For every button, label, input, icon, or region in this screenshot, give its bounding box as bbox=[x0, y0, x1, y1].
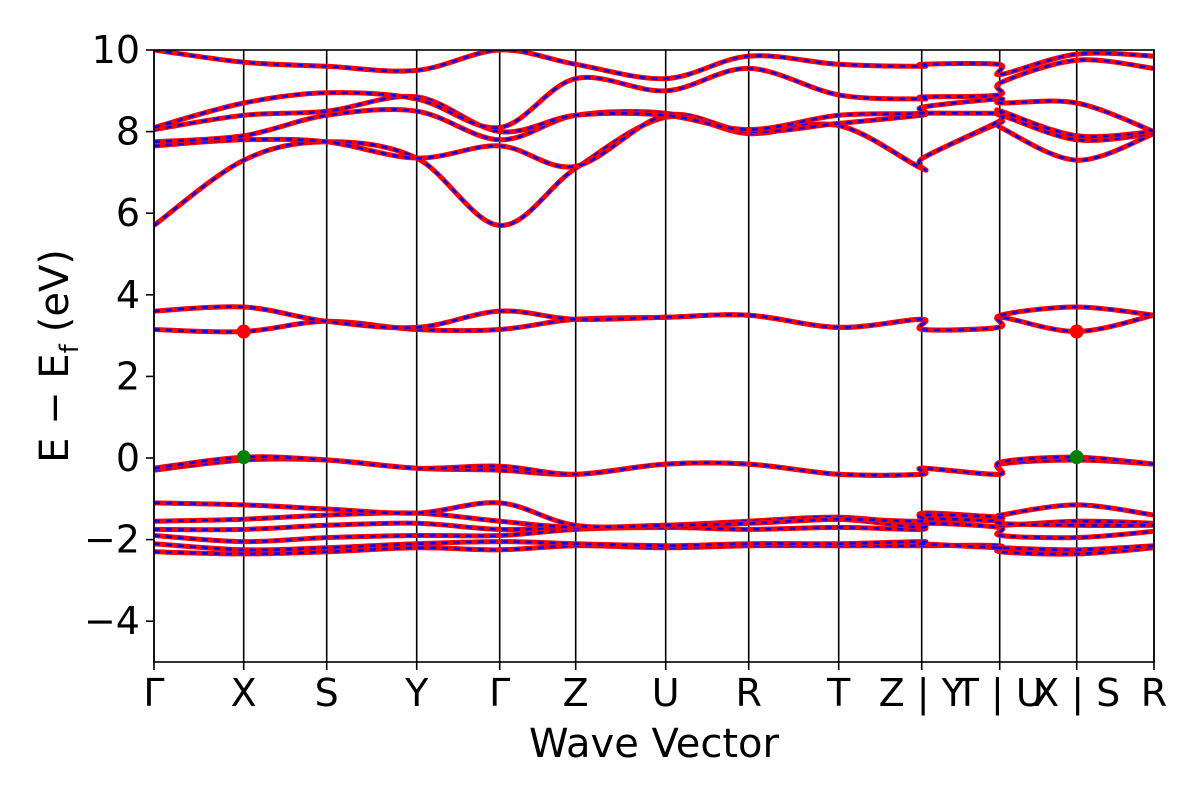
band-edge-markers bbox=[236, 324, 1084, 465]
band-line-overlay-v8 bbox=[154, 455, 1154, 477]
y-tick-label: 6 bbox=[116, 191, 140, 235]
y-axis-title-subscript: f bbox=[55, 343, 85, 353]
x-tick-label: Z | Y bbox=[879, 671, 966, 716]
band-edge-marker bbox=[1069, 450, 1084, 465]
x-tick-label: T bbox=[826, 671, 851, 715]
band-lines bbox=[154, 50, 1154, 557]
x-tick-label: Z bbox=[563, 671, 589, 715]
x-tick-label: S bbox=[315, 671, 339, 715]
x-tick-label: T | U bbox=[955, 671, 1044, 716]
band-line-overlay-c2 bbox=[154, 305, 1154, 332]
x-tick-label: X | S bbox=[1033, 671, 1120, 716]
y-tick-label: −2 bbox=[84, 518, 140, 562]
y-axis-title: E − Ef (eV) bbox=[32, 249, 85, 463]
band-edge-marker bbox=[236, 324, 251, 339]
y-tick-label: 0 bbox=[116, 436, 140, 480]
band-line-overlay-c8 bbox=[154, 50, 1154, 80]
x-tick-label: R bbox=[1141, 671, 1167, 715]
x-axis-ticks: Γ X S Y Γ Z U R T Z | YT | UX | S R bbox=[143, 662, 1167, 716]
band-line-overlay-v6 bbox=[154, 501, 1154, 529]
x-tick-label: Y bbox=[404, 671, 429, 715]
y-axis-title-unit: (eV) bbox=[32, 249, 78, 332]
band-line-overlay-c7 bbox=[154, 58, 1154, 129]
x-axis-title: Wave Vector bbox=[529, 721, 780, 767]
band-line-overlay-c6 bbox=[154, 95, 1154, 134]
x-tick-label: U bbox=[652, 671, 680, 715]
plot-area bbox=[154, 50, 1154, 662]
y-tick-label: 2 bbox=[116, 354, 140, 398]
x-tick-label: R bbox=[735, 671, 761, 715]
x-tick-label: Γ bbox=[143, 671, 164, 715]
band-line-overlay-v3 bbox=[154, 521, 1154, 543]
y-axis-ticks: −4 −2 0 2 4 6 8 10 bbox=[84, 28, 154, 643]
high-symmetry-lines bbox=[153, 50, 1155, 662]
band-edge-marker bbox=[236, 450, 251, 465]
y-tick-label: 10 bbox=[92, 28, 140, 72]
y-tick-label: −4 bbox=[84, 599, 140, 643]
y-tick-label: 4 bbox=[116, 273, 140, 317]
band-edge-marker bbox=[1069, 324, 1084, 339]
band-line-overlay-v2 bbox=[154, 540, 1154, 552]
plot-frame bbox=[153, 49, 1155, 663]
x-tick-label: X bbox=[231, 671, 257, 715]
y-axis-title-main: E − E bbox=[32, 353, 78, 463]
x-tick-label: Γ bbox=[489, 671, 510, 715]
y-tick-label: 8 bbox=[116, 110, 140, 154]
